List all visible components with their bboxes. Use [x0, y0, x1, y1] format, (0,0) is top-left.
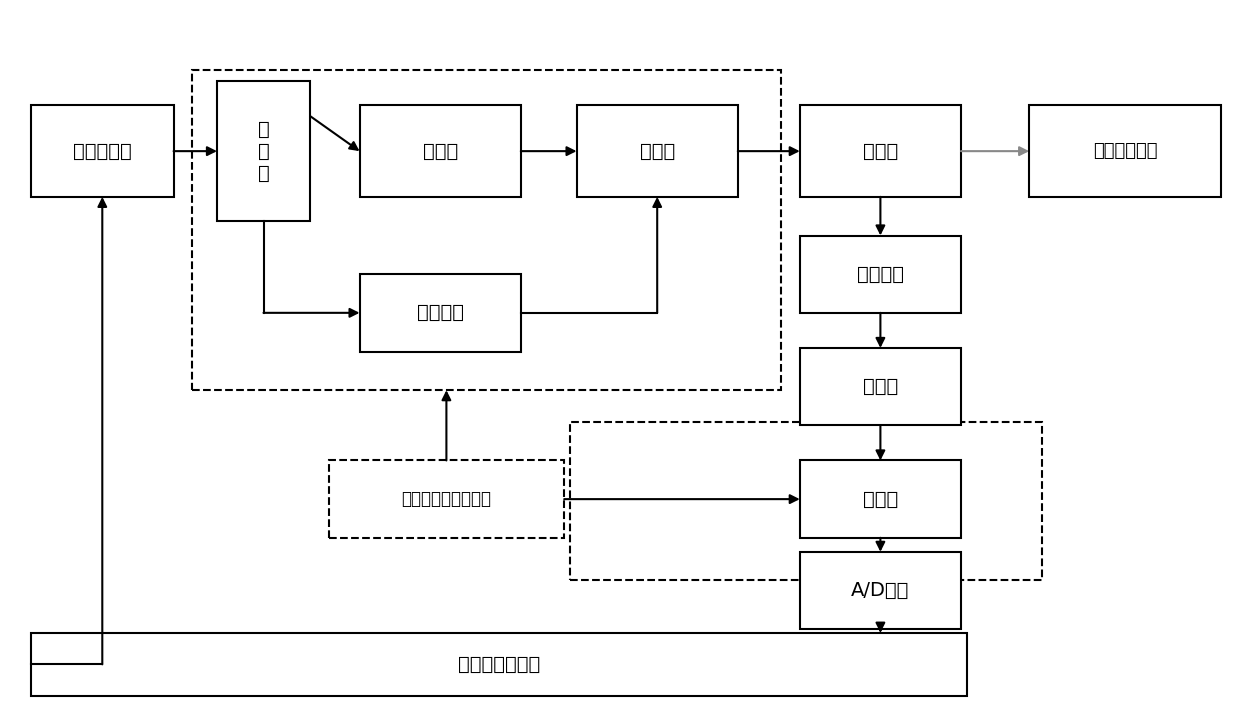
- Bar: [800, 348, 961, 425]
- Text: 光接收器: 光接收器: [857, 264, 904, 284]
- Text: 脉冲发生器: 脉冲发生器: [73, 141, 131, 161]
- Text: 触
发
器: 触 发 器: [258, 120, 269, 183]
- Bar: [192, 70, 781, 390]
- Text: 调制光源: 调制光源: [417, 303, 464, 323]
- Bar: [360, 105, 521, 197]
- Bar: [31, 633, 967, 696]
- Bar: [329, 460, 564, 538]
- Text: 数据分析与显示: 数据分析与显示: [458, 654, 541, 674]
- Text: 解调器: 解调器: [863, 489, 898, 509]
- Text: 运放器: 运放器: [863, 377, 898, 396]
- Text: 调制器: 调制器: [640, 141, 675, 161]
- Bar: [800, 460, 961, 538]
- Bar: [800, 552, 961, 629]
- Text: A/D转换: A/D转换: [851, 581, 910, 600]
- Text: 耦合器: 耦合器: [863, 141, 898, 161]
- Bar: [800, 105, 961, 197]
- Bar: [31, 105, 174, 197]
- Bar: [217, 81, 310, 221]
- Bar: [570, 422, 1042, 580]
- Bar: [1029, 105, 1221, 197]
- Bar: [800, 236, 961, 313]
- Bar: [577, 105, 738, 197]
- Bar: [360, 274, 521, 352]
- Text: 光纤接入端口: 光纤接入端口: [1092, 142, 1158, 160]
- Text: 改进的调制功能模块: 改进的调制功能模块: [402, 490, 491, 508]
- Text: 激光器: 激光器: [423, 141, 458, 161]
